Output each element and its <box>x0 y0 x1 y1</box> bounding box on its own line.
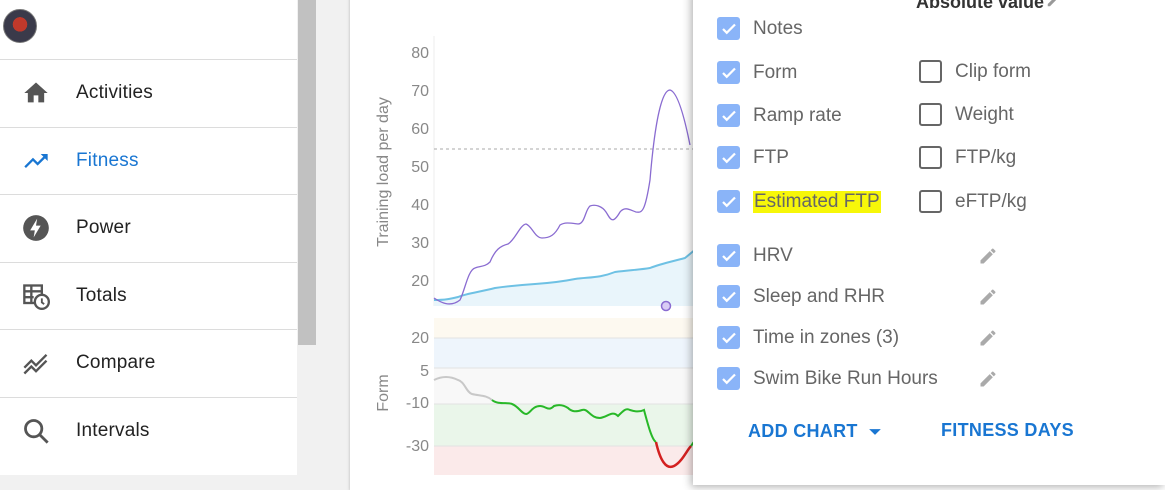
sidebar-item-label: Intervals <box>76 419 150 441</box>
option-eftp-kg[interactable]: eFTP/kg <box>919 190 1027 213</box>
checkbox-checked-icon[interactable] <box>717 104 740 127</box>
option-label: Clip form <box>955 60 1032 82</box>
checkbox-unchecked-icon[interactable] <box>919 103 942 126</box>
form-line-grey <box>433 376 493 401</box>
checkbox-checked-icon[interactable] <box>717 244 740 267</box>
chart-label: Sleep and RHR <box>753 285 886 307</box>
form-line-red <box>654 441 692 469</box>
checkbox-checked-icon[interactable] <box>717 190 740 213</box>
pencil-icon[interactable] <box>1046 0 1060 8</box>
checkbox-checked-icon[interactable] <box>717 17 740 40</box>
checkbox-checked-icon[interactable] <box>717 326 740 349</box>
search-icon <box>0 417 76 445</box>
option-label-highlighted: Estimated FTP <box>753 190 881 213</box>
sidebar: Activities Fitness Power Totals Compare <box>0 0 297 475</box>
table-clock-icon <box>0 282 76 310</box>
option-label: Form <box>753 61 798 83</box>
chart-swim-bike-run-hours[interactable]: Swim Bike Run Hours <box>717 367 938 390</box>
option-ramp-rate[interactable]: Ramp rate <box>717 104 842 127</box>
sidebar-scrollbar-thumb[interactable] <box>298 0 316 345</box>
option-ftp-kg[interactable]: FTP/kg <box>919 146 1016 169</box>
option-label: Weight <box>955 103 1014 125</box>
sidebar-item-activities[interactable]: Activities <box>0 59 297 127</box>
fatigue-line <box>433 89 691 305</box>
note-marker[interactable] <box>660 300 672 312</box>
edit-zones-pencil-icon[interactable] <box>978 328 998 348</box>
form-tick: -30 <box>406 438 429 455</box>
edit-sleep-pencil-icon[interactable] <box>978 287 998 307</box>
sidebar-item-totals[interactable]: Totals <box>0 261 297 330</box>
absolute-value-option[interactable]: Absolute value <box>916 0 1060 13</box>
fitness-days-label: FITNESS DAYS <box>941 420 1074 440</box>
option-estimated-ftp[interactable]: Estimated FTP <box>717 190 881 213</box>
load-tick: 30 <box>411 235 429 252</box>
form-tick: 20 <box>411 330 429 347</box>
checkbox-checked-icon[interactable] <box>717 61 740 84</box>
fitness-days-button[interactable]: FITNESS DAYS <box>941 420 1074 441</box>
sidebar-item-compare[interactable]: Compare <box>0 329 297 397</box>
checkbox-checked-icon[interactable] <box>717 146 740 169</box>
load-tick: 80 <box>411 45 429 62</box>
trending-up-icon <box>0 147 76 175</box>
option-label: FTP <box>753 146 789 168</box>
load-axis-label: Training load per day <box>375 97 392 247</box>
chart-hrv[interactable]: HRV <box>717 244 793 267</box>
sidebar-item-label: Fitness <box>76 149 139 171</box>
sidebar-item-intervals[interactable]: Intervals <box>0 396 297 465</box>
edit-sbr-hours-pencil-icon[interactable] <box>978 369 998 389</box>
option-label: eFTP/kg <box>955 190 1027 212</box>
load-y-ticks: 80 70 60 50 40 30 20 <box>411 45 429 290</box>
sidebar-item-power[interactable]: Power <box>0 194 297 262</box>
fitness-area <box>434 242 750 306</box>
compare-lines-icon <box>0 349 76 377</box>
bolt-icon <box>0 214 76 242</box>
option-form[interactable]: Form <box>717 61 797 84</box>
form-y-ticks: 20 5 -10 -30 <box>406 330 429 455</box>
sidebar-item-label: Activities <box>76 82 153 104</box>
sidebar-item-fitness[interactable]: Fitness <box>0 126 297 195</box>
checkbox-checked-icon[interactable] <box>717 285 740 308</box>
checkbox-unchecked-icon[interactable] <box>919 146 942 169</box>
nav-list: Activities Fitness Power Totals Compare <box>0 59 297 464</box>
checkbox-checked-icon[interactable] <box>717 367 740 390</box>
load-tick: 70 <box>411 83 429 100</box>
load-tick: 20 <box>411 273 429 290</box>
chart-options-panel: Absolute value Notes Form Ramp rate FTP … <box>693 0 1165 485</box>
chart-label: HRV <box>753 244 793 266</box>
checkbox-unchecked-icon[interactable] <box>919 190 942 213</box>
edit-hrv-pencil-icon[interactable] <box>978 246 998 266</box>
chart-time-in-zones[interactable]: Time in zones (3) <box>717 326 899 349</box>
option-ftp[interactable]: FTP <box>717 146 789 169</box>
option-weight[interactable]: Weight <box>919 103 1014 126</box>
add-chart-button[interactable]: ADD CHART <box>748 421 882 442</box>
form-axis-label: Form <box>375 374 392 411</box>
form-tick: -10 <box>406 395 429 412</box>
absolute-value-label: Absolute value <box>916 0 1045 12</box>
chart-label: Time in zones (3) <box>753 326 900 348</box>
option-clip-form[interactable]: Clip form <box>919 60 1031 83</box>
chart-label: Swim Bike Run Hours <box>753 367 938 389</box>
form-tick: 5 <box>420 363 429 380</box>
load-tick: 40 <box>411 197 429 214</box>
add-chart-label: ADD CHART <box>748 421 858 441</box>
sidebar-item-label: Totals <box>76 284 127 306</box>
home-icon <box>0 79 76 107</box>
load-tick: 50 <box>411 159 429 176</box>
form-line-green <box>491 399 657 443</box>
sidebar-item-label: Power <box>76 217 131 239</box>
option-label: Ramp rate <box>753 104 842 126</box>
avatar[interactable] <box>3 9 37 43</box>
option-notes[interactable]: Notes <box>717 17 803 40</box>
option-label: Notes <box>753 17 803 39</box>
checkbox-unchecked-icon[interactable] <box>919 60 942 83</box>
option-label: FTP/kg <box>955 146 1017 168</box>
chart-sleep-rhr[interactable]: Sleep and RHR <box>717 285 885 308</box>
caret-down-icon <box>868 428 881 435</box>
load-tick: 60 <box>411 121 429 138</box>
sidebar-item-label: Compare <box>76 352 156 374</box>
